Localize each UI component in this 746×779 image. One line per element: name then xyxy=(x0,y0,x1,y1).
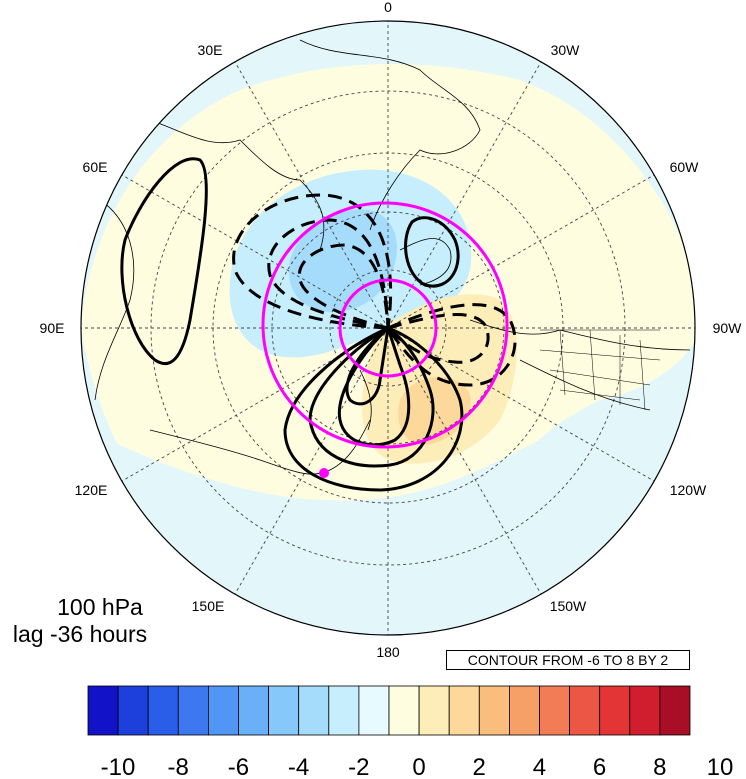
colorbar-tick-label: 4 xyxy=(533,754,546,779)
lag-label: lag -36 hours xyxy=(12,621,148,647)
colorbar-swatch xyxy=(508,685,540,736)
shading-neg-core xyxy=(288,209,397,312)
colorbar-swatch xyxy=(418,685,450,736)
lon-label-0: 0 xyxy=(384,0,392,15)
colorbar-swatch xyxy=(87,685,119,736)
lon-label-150e: 150E xyxy=(192,598,225,614)
lon-label-90w: 90W xyxy=(713,320,743,336)
colorbar-swatch xyxy=(569,685,601,736)
colorbar-tick-label: -6 xyxy=(228,754,249,779)
colorbar xyxy=(87,685,691,736)
colorbar-swatch xyxy=(147,685,179,736)
colorbar-ticks: -10 -8 -6 -4 -2 0 2 4 6 8 10 xyxy=(101,754,734,779)
lon-label-120e: 120E xyxy=(75,482,108,498)
contours-positive xyxy=(120,157,464,492)
lon-label-90e: 90E xyxy=(40,320,65,336)
contour-info-box: CONTOUR FROM -6 TO 8 BY 2 xyxy=(446,650,690,670)
colorbar-swatch xyxy=(298,685,330,736)
colorbar-tick-label: -8 xyxy=(168,754,189,779)
lon-label-180: 180 xyxy=(376,644,400,660)
colorbar-swatch xyxy=(117,685,149,736)
lon-label-30e: 30E xyxy=(198,42,223,58)
colorbar-swatch xyxy=(207,685,239,736)
lon-label-150w: 150W xyxy=(550,598,587,614)
colorbar-tick-label: 0 xyxy=(412,754,425,779)
colorbar-swatch xyxy=(177,685,209,736)
longitude-labels: 0 30W 60W 90W 120W 150W 180 150E 120E 90… xyxy=(40,0,743,660)
lon-label-30w: 30W xyxy=(551,42,581,58)
colorbar-swatch xyxy=(478,685,510,736)
colorbar-swatch xyxy=(388,685,420,736)
colorbar-swatch xyxy=(539,685,571,736)
highlight-circles xyxy=(261,201,509,449)
colorbar-swatch xyxy=(599,685,631,736)
colorbar-tick-label: 2 xyxy=(473,754,486,779)
contours-negative xyxy=(232,193,517,387)
pressure-level-label: 100 hPa xyxy=(57,594,143,620)
colorbar-tick-label: 10 xyxy=(707,754,734,779)
colorbar-tick-label: -10 xyxy=(101,754,136,779)
colorbar-swatch xyxy=(448,685,480,736)
colorbar-swatch xyxy=(268,685,300,736)
colorbar-swatch xyxy=(358,685,390,736)
colorbar-tick-label: 6 xyxy=(593,754,606,779)
colorbar-swatch xyxy=(238,685,270,736)
location-marker xyxy=(319,468,329,478)
lon-label-60w: 60W xyxy=(670,159,700,175)
map-boundary xyxy=(80,20,696,636)
colorbar-swatch xyxy=(629,685,661,736)
state-borders xyxy=(539,329,661,411)
colorbar-tick-label: -2 xyxy=(348,754,369,779)
colorbar-swatch xyxy=(659,685,691,736)
shading-neg-lower xyxy=(81,416,695,635)
colorbar-swatch xyxy=(328,685,360,736)
colorbar-tick-label: 8 xyxy=(653,754,666,779)
lon-label-120w: 120W xyxy=(670,482,707,498)
colorbar-tick-label: -4 xyxy=(288,754,309,779)
lon-label-60e: 60E xyxy=(83,159,108,175)
